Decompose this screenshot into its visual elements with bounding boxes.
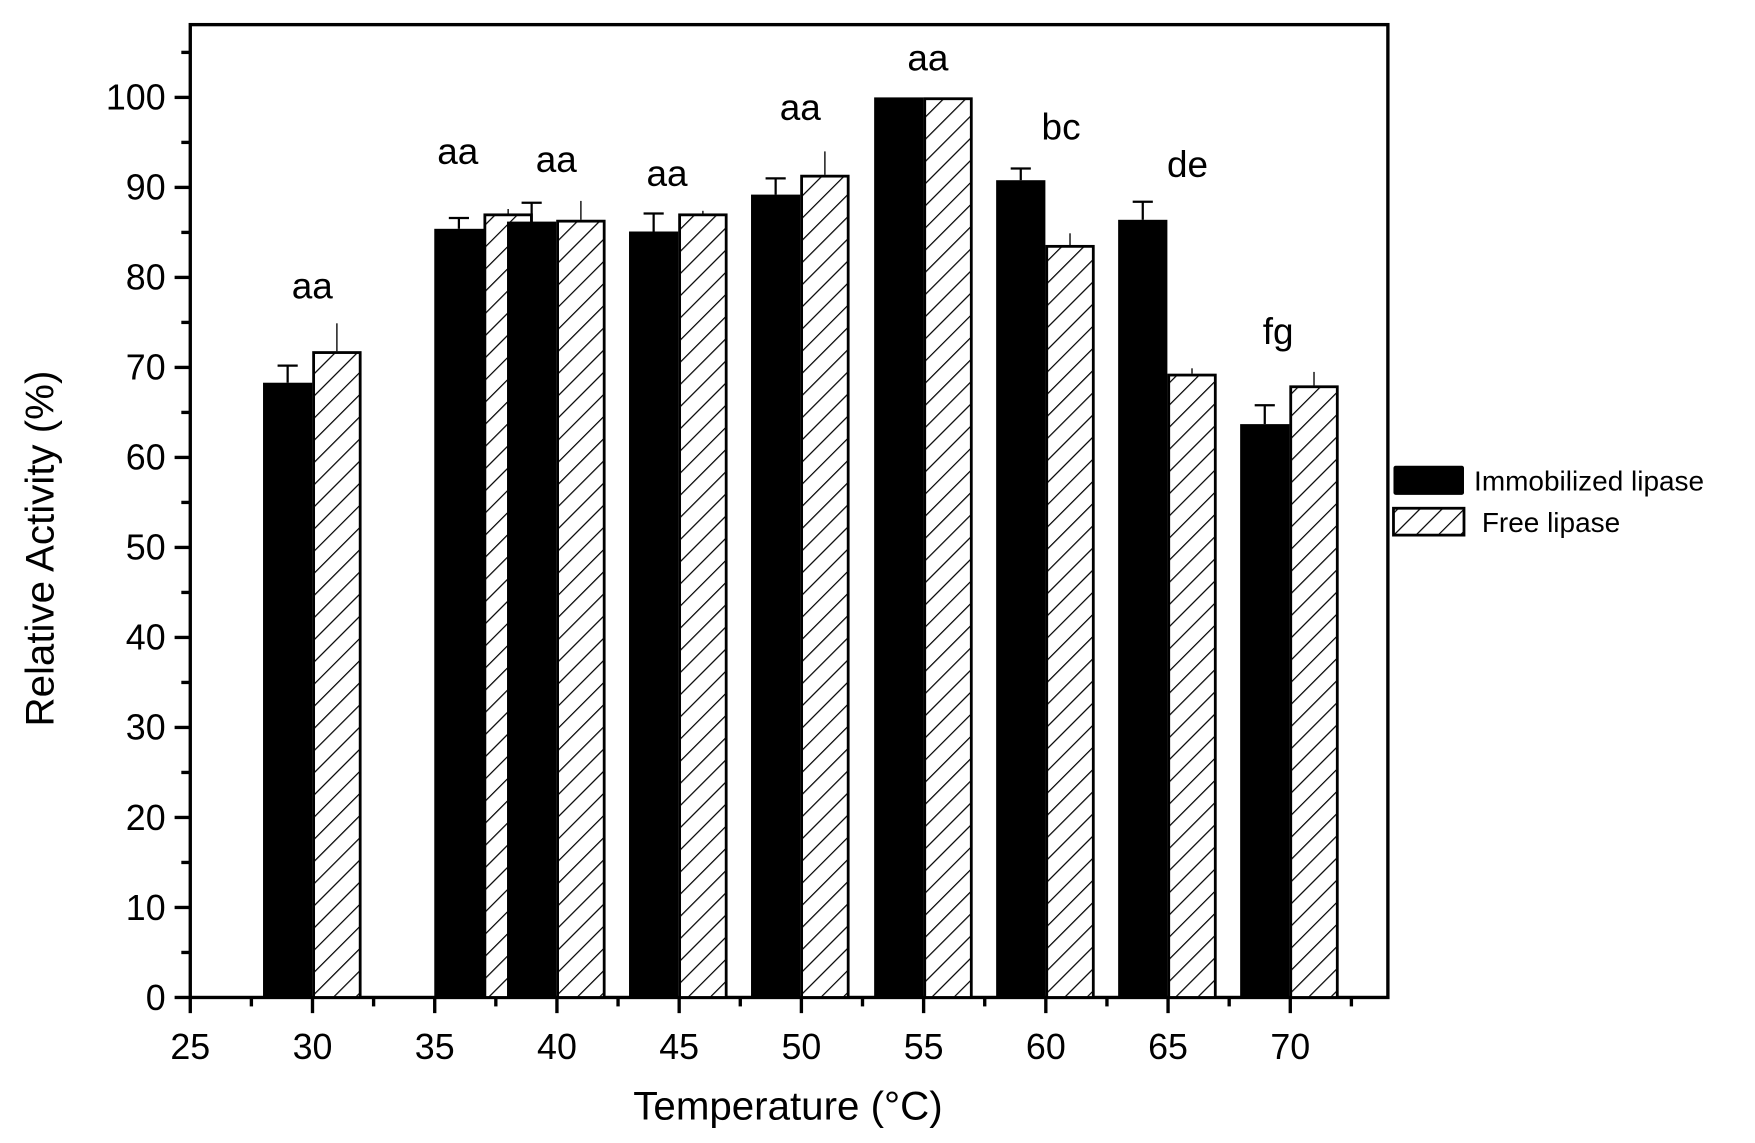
x-tick-label: 45 — [659, 1027, 699, 1067]
significance-label: bc — [1042, 106, 1081, 147]
legend-swatch-free — [1392, 506, 1466, 537]
bar-immobilized — [874, 97, 924, 998]
significance-label: aa — [437, 131, 479, 172]
significance-label: aa — [647, 153, 689, 194]
bar-free — [1045, 233, 1095, 999]
y-tick-label: 20 — [126, 798, 166, 838]
significance-labels: aa aa aa aa aa aa bc de fg — [292, 38, 1294, 352]
legend: Immobilized lipase Free lipase — [1392, 465, 1704, 538]
x-tick-label: 55 — [904, 1027, 944, 1067]
x-tick-label: 40 — [537, 1027, 577, 1067]
y-tick-label: 50 — [126, 528, 166, 568]
y-tick-label: 40 — [126, 618, 166, 658]
significance-label: aa — [292, 266, 334, 307]
x-tick-label: 30 — [293, 1027, 333, 1067]
bar-immobilized — [1240, 404, 1290, 998]
significance-label: aa — [907, 38, 949, 79]
x-tick-label: 65 — [1148, 1027, 1188, 1067]
legend-swatch-immobilized — [1393, 465, 1464, 495]
significance-label: fg — [1263, 311, 1294, 352]
bar-immobilized — [507, 201, 557, 998]
significance-label: aa — [780, 87, 822, 128]
x-axis-label: Temperature (°C) — [633, 1083, 942, 1128]
significance-label: de — [1167, 144, 1208, 185]
x-tick-label: 25 — [170, 1027, 210, 1067]
legend-label-free: Free lipase — [1474, 507, 1620, 538]
bar-free — [800, 151, 850, 999]
x-tick-label: 60 — [1026, 1027, 1066, 1067]
x-tick-label: 50 — [781, 1027, 821, 1067]
y-tick-label: 60 — [126, 438, 166, 478]
bar-free — [556, 200, 606, 999]
y-axis: 0 10 20 30 40 50 60 70 80 90 100 — [106, 50, 191, 1018]
significance-label: aa — [536, 139, 578, 180]
x-tick-label: 70 — [1270, 1027, 1310, 1067]
bar-immobilized — [434, 216, 484, 998]
y-tick-label: 0 — [146, 978, 166, 1018]
y-tick-label: 80 — [126, 258, 166, 298]
bar-immobilized — [263, 364, 313, 998]
bar-free — [1289, 371, 1339, 999]
y-tick-label: 90 — [126, 168, 166, 208]
x-tick-label: 35 — [415, 1027, 455, 1067]
bar-immobilized — [1118, 200, 1168, 998]
bar-immobilized — [996, 167, 1046, 998]
bar-free — [312, 323, 362, 999]
y-tick-label: 100 — [106, 78, 166, 118]
legend-label-immobilized: Immobilized lipase — [1474, 465, 1704, 496]
y-tick-label: 10 — [126, 888, 166, 928]
bar-free — [1167, 368, 1217, 999]
y-tick-label: 70 — [126, 348, 166, 388]
y-axis-label: Relative Activity (%) — [18, 371, 63, 727]
y-tick-label: 30 — [126, 708, 166, 748]
bar-free — [678, 210, 728, 999]
x-axis: 25 30 35 40 45 50 55 60 65 70 — [170, 997, 1354, 1067]
bar-immobilized — [751, 177, 801, 998]
bar-free — [923, 97, 973, 999]
bar-immobilized — [629, 212, 679, 998]
bar-series — [263, 97, 1339, 999]
